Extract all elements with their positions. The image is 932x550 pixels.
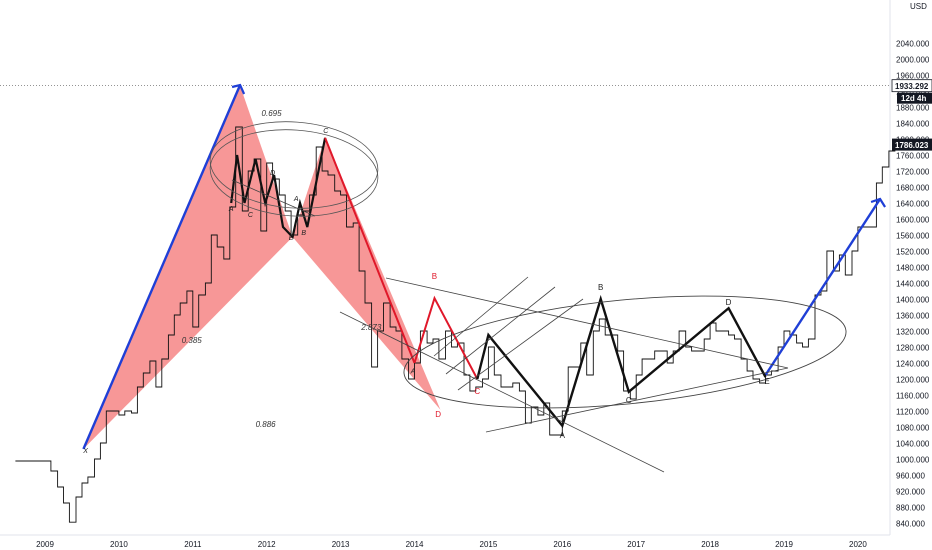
high-price-label: 1933.292 — [895, 82, 929, 91]
small-point-label-5: E — [289, 235, 294, 242]
x-tick-label-2: 2011 — [184, 540, 202, 549]
x-tick-label-8: 2017 — [627, 540, 645, 549]
y-tick-label-1: 880.000 — [896, 504, 925, 513]
lower-trend-line — [339, 311, 665, 473]
small-point-label-8: A — [410, 368, 416, 375]
red-point-label-0: B — [432, 272, 437, 281]
large-ellipse — [403, 295, 847, 409]
top-ellipse — [209, 121, 379, 209]
small-zigzag-pattern — [230, 137, 327, 240]
y-tick-label-30: 2040.000 — [896, 40, 930, 49]
y-tick-label-0: 840.000 — [896, 520, 925, 529]
countdown-tag — [897, 92, 932, 104]
price-axis[interactable]: 840.000 880.000 920.000 960.000 1000.000 1040… — [891, 2, 932, 529]
y-tick-label-17: 1520.000 — [896, 248, 930, 257]
channel-line-2 — [445, 286, 556, 375]
y-tick-label-5: 1040.000 — [896, 440, 930, 449]
blue-arrow-up-2 — [764, 198, 882, 376]
top-trend-line — [231, 179, 316, 217]
x-tick-label-11: 2020 — [849, 540, 867, 549]
black-point-label-2: C — [626, 396, 632, 405]
y-tick-label-3: 960.000 — [896, 472, 925, 481]
blue-arrowhead-2 — [870, 197, 887, 208]
y-tick-label-16: 1480.000 — [896, 264, 930, 273]
price-line — [15, 126, 899, 523]
small-point-label-2: D — [270, 170, 275, 177]
y-tick-label-21: 1680.000 — [896, 184, 930, 193]
x-tick-label-9: 2018 — [701, 540, 719, 549]
blue-arrow-up-1 — [82, 84, 242, 450]
small-point-label-4: B — [301, 230, 306, 237]
black-point-label-4: E — [764, 377, 769, 386]
small-point-label-7: X — [82, 448, 88, 455]
ratio-label-2: 2.873 — [360, 323, 382, 332]
red-point-label-1: C — [474, 387, 480, 396]
small-point-label-0: A — [228, 206, 234, 213]
y-tick-label-10: 1240.000 — [896, 360, 930, 369]
large-zigzag-pattern — [476, 294, 767, 429]
y-tick-label-18: 1560.000 — [896, 232, 930, 241]
y-tick-label-12: 1320.000 — [896, 328, 930, 337]
time-axis[interactable]: 2009 2010 2011 2012 2013 2014 2015 2016 2017 2018… — [36, 540, 867, 549]
small-point-label-1: C — [248, 212, 254, 219]
x-tick-label-1: 2010 — [110, 540, 128, 549]
y-tick-label-20: 1640.000 — [896, 200, 930, 209]
y-tick-label-25: 1840.000 — [896, 120, 930, 129]
channel-line-1 — [433, 276, 529, 357]
blue-arrowhead-1 — [231, 83, 246, 95]
harmonic-triangle-xab — [83, 83, 293, 450]
red-zigzag-pattern — [413, 295, 479, 380]
red-leg-cd — [324, 137, 416, 364]
y-tick-label-22: 1720.000 — [896, 168, 930, 177]
y-tick-label-9: 1200.000 — [896, 376, 930, 385]
black-point-label-0: A — [560, 431, 566, 440]
x-tick-label-6: 2015 — [480, 540, 498, 549]
drawings — [0, 83, 890, 473]
black-point-label-3: D — [726, 298, 732, 307]
harmonic-triangle-bcd — [292, 137, 441, 410]
y-tick-label-2: 920.000 — [896, 488, 925, 497]
y-tick-label-29: 2000.000 — [896, 56, 930, 65]
y-tick-label-4: 1000.000 — [896, 456, 930, 465]
ratio-label-1: 0.385 — [182, 336, 203, 345]
ratio-label-0: 0.695 — [262, 109, 283, 118]
price-step-line — [15, 126, 899, 523]
channel-line-3 — [457, 298, 584, 391]
y-tick-label-7: 1120.000 — [896, 408, 929, 417]
y-tick-label-26: 1880.000 — [896, 104, 930, 113]
y-tick-label-23: 1760.000 — [896, 152, 930, 161]
y-tick-label-8: 1160.000 — [896, 392, 929, 401]
y-tick-label-13: 1360.000 — [896, 312, 930, 321]
x-tick-label-5: 2014 — [406, 540, 424, 549]
last-price-tag — [892, 138, 932, 151]
support-trend-line — [485, 367, 789, 433]
high-price-tag — [891, 79, 932, 93]
x-tick-label-4: 2013 — [332, 540, 350, 549]
red-point-label-2: D — [435, 410, 441, 419]
y-tick-label-6: 1080.000 — [896, 424, 930, 433]
x-tick-label-10: 2019 — [775, 540, 793, 549]
y-tick-label-14: 1400.000 — [896, 296, 930, 305]
last-price-label: 1786.023 — [895, 141, 929, 150]
y-tick-label-15: 1440.000 — [896, 280, 930, 289]
small-point-label-3: A — [293, 196, 299, 203]
small-point-label-6: C — [323, 128, 329, 135]
top-ellipse-inner — [209, 129, 379, 217]
x-tick-label-3: 2012 — [258, 540, 276, 549]
x-tick-label-0: 2009 — [36, 540, 54, 549]
y-tick-label-19: 1600.000 — [896, 216, 930, 225]
ratio-label-3: 0.886 — [256, 420, 277, 429]
x-tick-label-7: 2016 — [553, 540, 571, 549]
black-point-label-1: B — [598, 283, 603, 292]
countdown-label: 12d 4h — [901, 94, 926, 103]
y-tick-label-11: 1280.000 — [896, 344, 930, 353]
upper-trend-line — [385, 277, 789, 369]
currency-label: USD — [910, 2, 927, 11]
y-tick-label-28: 1960.000 — [896, 72, 930, 81]
grid — [0, 0, 891, 536]
